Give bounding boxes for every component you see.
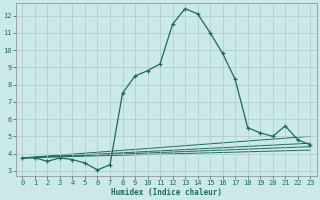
X-axis label: Humidex (Indice chaleur): Humidex (Indice chaleur) — [111, 188, 222, 197]
